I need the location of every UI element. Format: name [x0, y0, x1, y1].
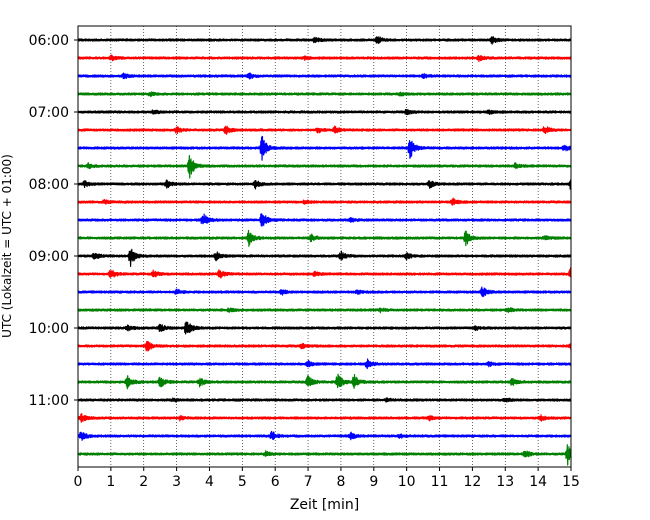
- trace-1130: [77, 430, 572, 441]
- x-tick-label-14: 14: [529, 474, 547, 490]
- y-axis-label: UTC (Lokalzeit = UTC + 01:00): [0, 154, 14, 338]
- y-tick-label-2: 08:00: [29, 177, 69, 193]
- seismic-traces: [77, 36, 572, 466]
- x-tick-label-2: 2: [139, 474, 148, 490]
- x-tick-label-4: 4: [205, 474, 214, 490]
- x-tick-label-0: 0: [74, 474, 83, 490]
- trace-0845: [77, 229, 572, 247]
- trace-0745: [77, 154, 572, 179]
- trace-0900: [77, 248, 572, 267]
- x-tick-label-15: 15: [562, 474, 580, 490]
- x-axis-label: Zeit [min]: [290, 497, 359, 513]
- x-tick-label-10: 10: [398, 474, 416, 490]
- trace-0930: [77, 286, 572, 298]
- trace-1100: [77, 397, 572, 403]
- y-tick-label-1: 07:00: [29, 105, 69, 121]
- x-tick-label-1: 1: [106, 474, 115, 490]
- trace-0645: [77, 91, 572, 97]
- trace-0630: [77, 72, 572, 80]
- trace-0915: [77, 267, 572, 279]
- x-tick-label-11: 11: [431, 474, 449, 490]
- trace-0600: [77, 36, 572, 45]
- x-tick-label-8: 8: [336, 474, 345, 490]
- trace-0830: [77, 213, 572, 227]
- x-tick-label-13: 13: [496, 474, 514, 490]
- x-tick-label-9: 9: [369, 474, 378, 490]
- trace-0700: [77, 108, 572, 116]
- y-tick-label-4: 10:00: [29, 321, 69, 337]
- x-axis-ticks: 0 1 2 3 4 5 6 7 8 9 10 11 12 13 14 15: [74, 467, 580, 490]
- trace-0945: [77, 307, 572, 314]
- trace-1045: [77, 373, 572, 390]
- y-tick-label-0: 06:00: [29, 33, 69, 49]
- trace-0815: [77, 197, 572, 206]
- trace-0800: [77, 179, 572, 190]
- trace-0615: [77, 54, 572, 63]
- trace-1015: [77, 340, 572, 352]
- y-tick-label-5: 11:00: [29, 393, 69, 409]
- x-tick-label-7: 7: [304, 474, 313, 490]
- trace-1030: [77, 358, 572, 370]
- trace-1115: [77, 413, 572, 423]
- plot-frame: [77, 25, 572, 468]
- x-tick-label-3: 3: [172, 474, 181, 490]
- x-tick-label-6: 6: [271, 474, 280, 490]
- trace-0715: [77, 125, 572, 135]
- y-axis-ticks: 06:00 07:00 08:00 09:00 10:00 11:00: [29, 33, 78, 409]
- trace-1000: [77, 321, 572, 335]
- x-tick-label-12: 12: [463, 474, 481, 490]
- y-tick-label-3: 09:00: [29, 249, 69, 265]
- trace-1145: [77, 444, 572, 466]
- trace-0730: [77, 135, 572, 161]
- x-tick-label-5: 5: [238, 474, 247, 490]
